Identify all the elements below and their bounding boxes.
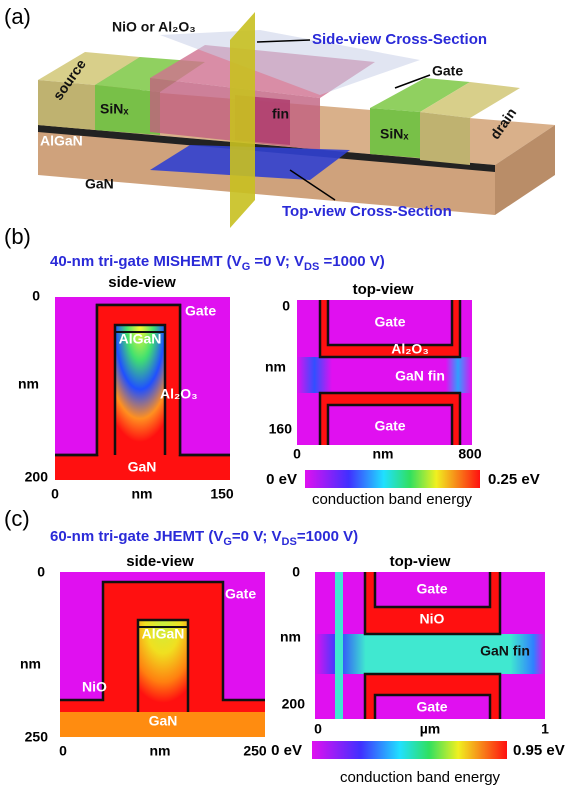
y-tick-label: 0 bbox=[292, 564, 300, 580]
region-label: Gate bbox=[374, 418, 405, 434]
x-axis-label: nm bbox=[150, 743, 171, 759]
y-axis-label: nm bbox=[20, 656, 41, 672]
region-label: GaN fin bbox=[480, 643, 530, 659]
title-part: DS bbox=[304, 261, 319, 273]
colorbar-max: 0.25 eV bbox=[488, 471, 540, 488]
region-label: NiO bbox=[420, 611, 445, 627]
y-axis-label: nm bbox=[18, 376, 39, 392]
title-part: =0 V; V bbox=[232, 528, 282, 545]
x-axis-label: nm bbox=[132, 486, 153, 502]
gate-label: Gate bbox=[432, 63, 463, 79]
y-axis-label: nm bbox=[265, 359, 286, 375]
panel-label: (c) bbox=[4, 506, 30, 531]
region-label: Gate bbox=[374, 314, 405, 330]
y-axis-label: nm bbox=[280, 629, 301, 645]
region-label: Al₂O₃ bbox=[391, 341, 429, 357]
region-label: AlGaN bbox=[119, 331, 162, 347]
y-tick-label: 160 bbox=[269, 421, 293, 437]
region-label: GaN bbox=[128, 459, 157, 475]
x-tick-label: 0 bbox=[59, 743, 67, 759]
colorbar-min: 0 eV bbox=[266, 471, 297, 488]
sinx-label: SiNₓ bbox=[100, 101, 129, 117]
plot-title: side-view bbox=[126, 553, 194, 570]
region-label: GaN fin bbox=[395, 368, 445, 384]
region-label: Gate bbox=[185, 303, 216, 319]
title-part: 40-nm tri-gate MISHEMT (V bbox=[50, 253, 242, 270]
material-label: NiO or Al₂O₃ bbox=[112, 19, 196, 35]
side-view-map bbox=[55, 297, 230, 480]
region-label: Al₂O₃ bbox=[160, 386, 198, 402]
title-part: =0 V; V bbox=[250, 253, 304, 270]
colorbar-min: 0 eV bbox=[271, 742, 302, 759]
title-part: G bbox=[223, 536, 232, 548]
title-part: =1000 V) bbox=[319, 253, 384, 270]
panel-label: (a) bbox=[4, 4, 31, 29]
cross-section-label: Side-view Cross-Section bbox=[312, 31, 487, 48]
colorbar-max: 0.95 eV bbox=[513, 742, 565, 759]
y-tick-label: 200 bbox=[25, 469, 49, 485]
y-tick-label: 0 bbox=[282, 298, 290, 314]
colorbar-label: conduction band energy bbox=[312, 491, 473, 508]
figure: (a) NiO or Al₂O₃ Side-view Cross-Section… bbox=[0, 0, 581, 791]
plot-title: side-view bbox=[108, 274, 176, 291]
region-label: Gate bbox=[225, 586, 256, 602]
fin-label: fin bbox=[272, 106, 289, 122]
region-label: Gate bbox=[416, 581, 447, 597]
title-part: DS bbox=[282, 536, 297, 548]
region-label: NiO bbox=[82, 679, 107, 695]
panel-label: (b) bbox=[4, 224, 31, 249]
title-part: 60-nm tri-gate JHEMT (V bbox=[50, 528, 223, 545]
x-tick-label: 0 bbox=[314, 721, 322, 737]
colorbar bbox=[312, 741, 507, 759]
x-tick-label: 0 bbox=[51, 486, 59, 502]
x-tick-label: 1 bbox=[541, 721, 549, 737]
x-tick-label: 0 bbox=[293, 446, 301, 462]
title-part: G bbox=[242, 261, 251, 273]
colorbar-label: conduction band energy bbox=[340, 769, 501, 786]
y-tick-label: 250 bbox=[25, 729, 49, 745]
y-tick-label: 200 bbox=[282, 696, 306, 712]
y-tick-label: 0 bbox=[37, 564, 45, 580]
region-label: GaN bbox=[149, 713, 178, 729]
region-label: AlGaN bbox=[142, 626, 185, 642]
plot-title: top-view bbox=[353, 281, 414, 298]
x-tick-label: 250 bbox=[243, 743, 267, 759]
sinx-label: SiNₓ bbox=[380, 126, 409, 142]
x-axis-label: µm bbox=[420, 721, 441, 737]
x-axis-label: nm bbox=[373, 446, 394, 462]
title-part: =1000 V) bbox=[297, 528, 358, 545]
region-label: Gate bbox=[416, 699, 447, 715]
colorbar bbox=[305, 470, 480, 488]
x-tick-label: 800 bbox=[458, 446, 482, 462]
algan-label: AlGaN bbox=[40, 133, 83, 149]
y-tick-label: 0 bbox=[32, 288, 40, 304]
panel-title: 60-nm tri-gate JHEMT (VG=0 V; VDS=1000 V… bbox=[50, 528, 358, 548]
cross-section-label: Top-view Cross-Section bbox=[282, 203, 452, 220]
plot-title: top-view bbox=[390, 553, 451, 570]
panel-title: 40-nm tri-gate MISHEMT (VG =0 V; VDS =10… bbox=[50, 253, 385, 273]
x-tick-label: 150 bbox=[210, 486, 234, 502]
gan-label: GaN bbox=[85, 176, 114, 192]
